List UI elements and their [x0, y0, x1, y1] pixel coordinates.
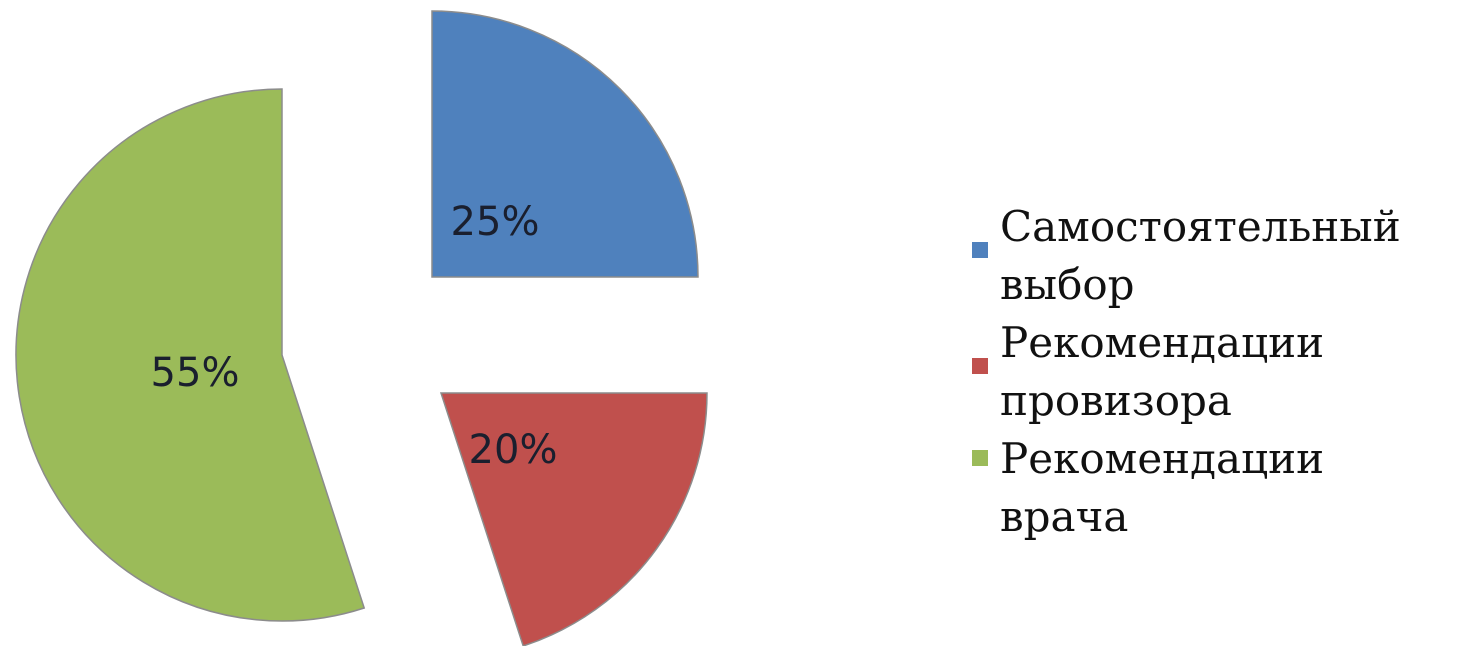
- chart-legend: Самостоятельный выбор Рекомендации прови…: [972, 198, 1452, 546]
- legend-swatch-self-choice: [972, 242, 988, 258]
- legend-item-pharmacist: Рекомендации провизора: [972, 314, 1452, 430]
- legend-item-self-choice: Самостоятельный выбор: [972, 198, 1452, 314]
- legend-swatch-pharmacist: [972, 358, 988, 374]
- legend-label-pharmacist: Рекомендации провизора: [1000, 318, 1325, 425]
- data-label-doctor: 55%: [151, 350, 240, 396]
- legend-label-self-choice: Самостоятельный выбор: [1000, 202, 1401, 309]
- data-label-self-choice: 25%: [451, 199, 540, 245]
- pie-slice-doctor: [15, 88, 366, 622]
- data-label-pharmacist: 20%: [469, 427, 558, 473]
- legend-label-doctor: Рекомендации врача: [1000, 434, 1325, 541]
- pie-slice-self-choice: [431, 10, 699, 278]
- pie-slice-pharmacist: [439, 392, 708, 646]
- legend-swatch-doctor: [972, 450, 988, 466]
- legend-item-doctor: Рекомендации врача: [972, 430, 1452, 546]
